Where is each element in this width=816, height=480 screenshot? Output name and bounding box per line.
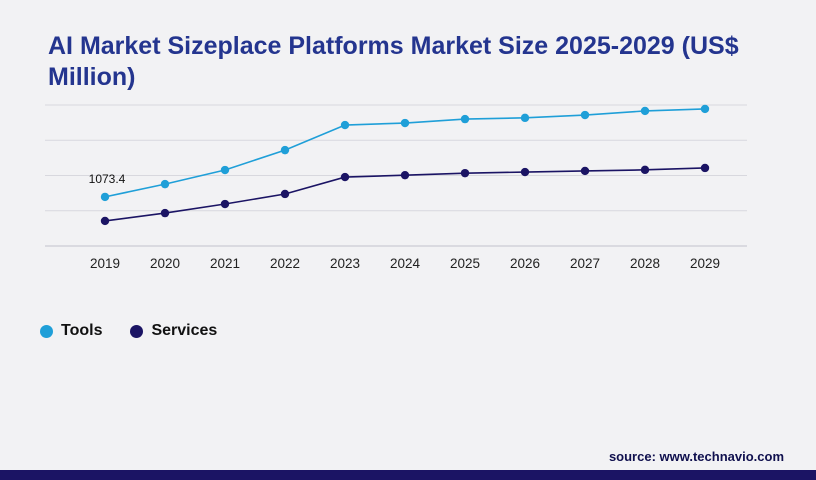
chart-title: AI Market Sizeplace Platforms Market Siz… <box>48 31 739 91</box>
x-axis-label-2021: 2021 <box>210 256 240 271</box>
data-point-services-2028 <box>640 165 650 175</box>
data-point-tools-2024 <box>400 118 410 128</box>
data-point-tools-2023 <box>340 120 350 130</box>
x-axis-label-2027: 2027 <box>570 256 600 271</box>
line-chart: 2019 2020 2021 2022 2023 2024 2025 2026 2027 2028… <box>40 92 752 282</box>
data-point-services-2023 <box>340 172 350 182</box>
data-point-services-2019 <box>100 216 110 226</box>
data-point-services-2024 <box>400 170 410 180</box>
data-point-services-2021 <box>220 199 230 209</box>
legend-label-services: Services <box>151 322 218 339</box>
data-point-services-2022 <box>280 189 290 199</box>
x-axis-label-2020: 2020 <box>150 256 180 271</box>
x-axis-label-2026: 2026 <box>510 256 540 271</box>
x-axis-label-2028: 2028 <box>630 256 660 271</box>
data-point-tools-2021 <box>220 165 230 175</box>
line-chart-canvas: 2019 2020 2021 2022 2023 2024 2025 2026 2027 2028… <box>45 104 747 271</box>
x-axis-label-2025: 2025 <box>450 256 480 271</box>
data-point-tools-2027 <box>580 110 590 120</box>
x-axis-label-2022: 2022 <box>270 256 300 271</box>
footer-accent-bar <box>0 470 816 480</box>
tools-legend-dot-icon <box>40 324 53 338</box>
x-axis-label-2029: 2029 <box>690 256 720 271</box>
data-point-tools-2020 <box>160 179 170 189</box>
data-point-tools-2019 <box>100 192 110 202</box>
x-axis-label-2019: 2019 <box>90 256 120 271</box>
data-point-services-2026 <box>520 167 530 177</box>
legend-item-services[interactable]: Services <box>130 322 217 340</box>
services-legend-dot-icon <box>130 324 144 338</box>
data-point-services-2025 <box>460 168 470 178</box>
data-point-services-2029 <box>700 163 710 173</box>
data-point-tools-2026 <box>520 113 530 123</box>
data-point-tools-2029 <box>700 104 710 114</box>
x-axis-label-2023: 2023 <box>330 256 360 271</box>
data-label-annotation: 1073.4 <box>89 172 126 186</box>
legend-item-tools[interactable]: Tools <box>40 322 102 340</box>
source-attribution: source: www.technavio.com <box>608 449 784 464</box>
legend-label-tools: Tools <box>61 322 103 339</box>
data-point-tools-2025 <box>460 114 470 124</box>
data-point-services-2027 <box>580 166 590 176</box>
chart-legend: Tools Services <box>40 322 217 340</box>
x-axis-label-2024: 2024 <box>390 256 421 271</box>
data-point-services-2020 <box>160 208 170 218</box>
data-point-tools-2022 <box>280 145 290 155</box>
data-point-tools-2028 <box>640 106 650 116</box>
